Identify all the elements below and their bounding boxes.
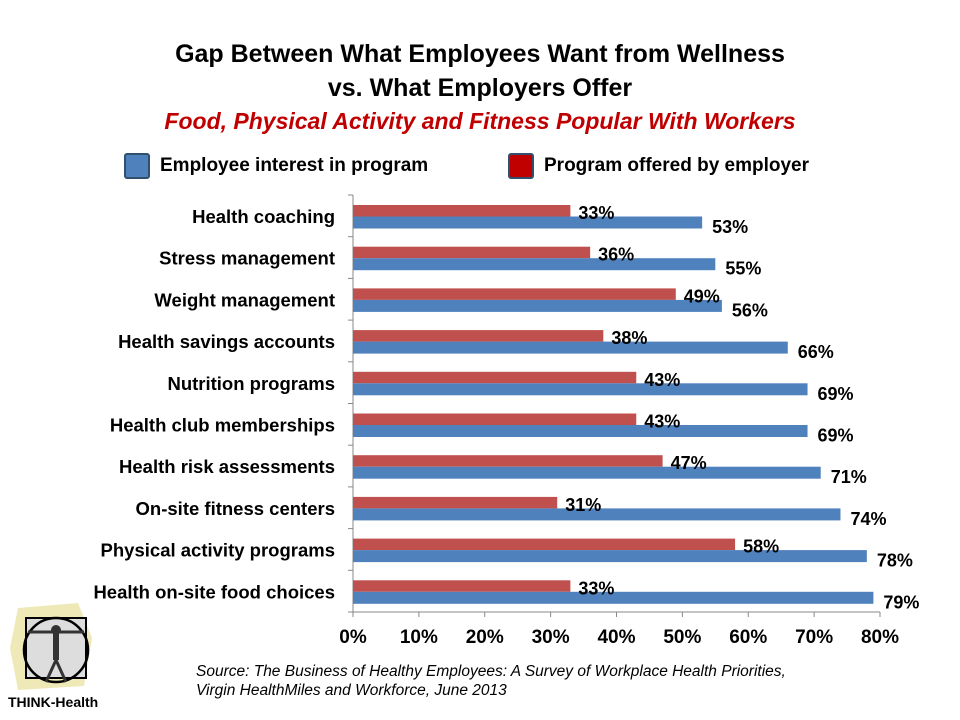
legend-swatch-blue [124,153,150,179]
data-label-employer: 38% [611,328,647,348]
data-label-employee: 53% [712,217,748,237]
bar-employee-interest [353,508,841,521]
bar-employee-interest [353,591,874,604]
bar-employee-interest [353,258,716,271]
x-tick-label: 80% [861,627,899,648]
data-label-employee: 79% [883,592,919,612]
category-label: Stress management [159,248,335,269]
category-label: Health savings accounts [118,331,335,352]
data-label-employee: 55% [725,259,761,279]
data-label-employer: 31% [565,495,601,515]
data-label-employee: 69% [818,426,854,446]
data-label-employer: 33% [578,578,614,598]
data-label-employee: 66% [798,342,834,362]
bar-employee-interest [353,550,867,563]
bar-employer-offered [353,371,637,384]
bar-employee-interest [353,216,703,229]
x-tick-label: 10% [400,627,438,648]
bar-employee-interest [353,341,788,354]
category-label: Health club memberships [110,415,335,436]
data-label-employer: 43% [644,412,680,432]
x-tick-label: 30% [532,627,570,648]
data-label-employer: 58% [743,537,779,557]
chart-subtitle: Food, Physical Activity and Fitness Popu… [164,108,796,134]
bar-employee-interest [353,383,808,396]
bar-employee-interest [353,466,821,479]
x-tick-label: 70% [795,627,833,648]
category-label: Weight management [154,289,335,310]
bar-employee-interest [353,299,722,312]
data-label-employee: 78% [877,551,913,571]
source-line1: Source: The Business of Healthy Employee… [196,663,786,680]
category-label: Health risk assessments [119,456,335,477]
legend-employee-interest: Employee interest in program [124,153,428,179]
category-label: Health on-site food choices [93,581,335,602]
bar-employer-offered [353,413,637,425]
logo-text: THINK-Health [8,694,99,710]
data-label-employee: 71% [831,467,867,487]
bar-employer-offered [353,538,736,551]
data-label-employer: 47% [671,453,707,473]
data-label-employee: 56% [732,300,768,320]
x-tick-label: 40% [597,627,635,648]
legend-label: Program offered by employer [544,155,810,176]
bar-employer-offered [353,246,591,259]
data-label-employer: 43% [644,370,680,390]
category-label: On-site fitness centers [136,498,335,519]
bar-employer-offered [353,580,571,592]
bar-employer-offered [353,455,663,467]
legend-employer-offered: Program offered by employer [508,153,809,179]
legend-label: Employee interest in program [160,155,429,176]
source-note: Source: The Business of Healthy Employee… [196,662,786,700]
bar-employee-interest [353,425,808,437]
bar-employer-offered [353,205,571,217]
x-tick-label: 20% [466,627,504,648]
category-label: Health coaching [192,206,335,227]
data-label-employee: 74% [850,509,886,529]
data-label-employer: 33% [578,203,614,223]
chart-title-line2: vs. What Employers Offer [327,74,633,102]
vitruvian-man-logo [8,598,94,692]
data-label-employer: 49% [684,286,720,306]
source-line2: Virgin HealthMiles and Workforce, June 2… [196,682,507,699]
category-label: Physical activity programs [101,540,335,561]
chart-title-line1: Gap Between What Employees Want from Wel… [175,40,785,68]
x-tick-label: 60% [729,627,767,648]
x-tick-label: 0% [339,627,367,648]
data-label-employee: 69% [818,384,854,404]
data-label-employer: 36% [598,245,634,265]
bar-employer-offered [353,288,676,300]
category-label: Nutrition programs [167,373,335,394]
x-tick-label: 50% [663,627,701,648]
bar-chart: 0% 10% 20% 30% 40% 50% 60% 70% 80% Health coachin… [93,194,919,648]
bar-employer-offered [353,330,604,342]
bar-employer-offered [353,496,558,509]
legend-swatch-red [508,153,534,179]
